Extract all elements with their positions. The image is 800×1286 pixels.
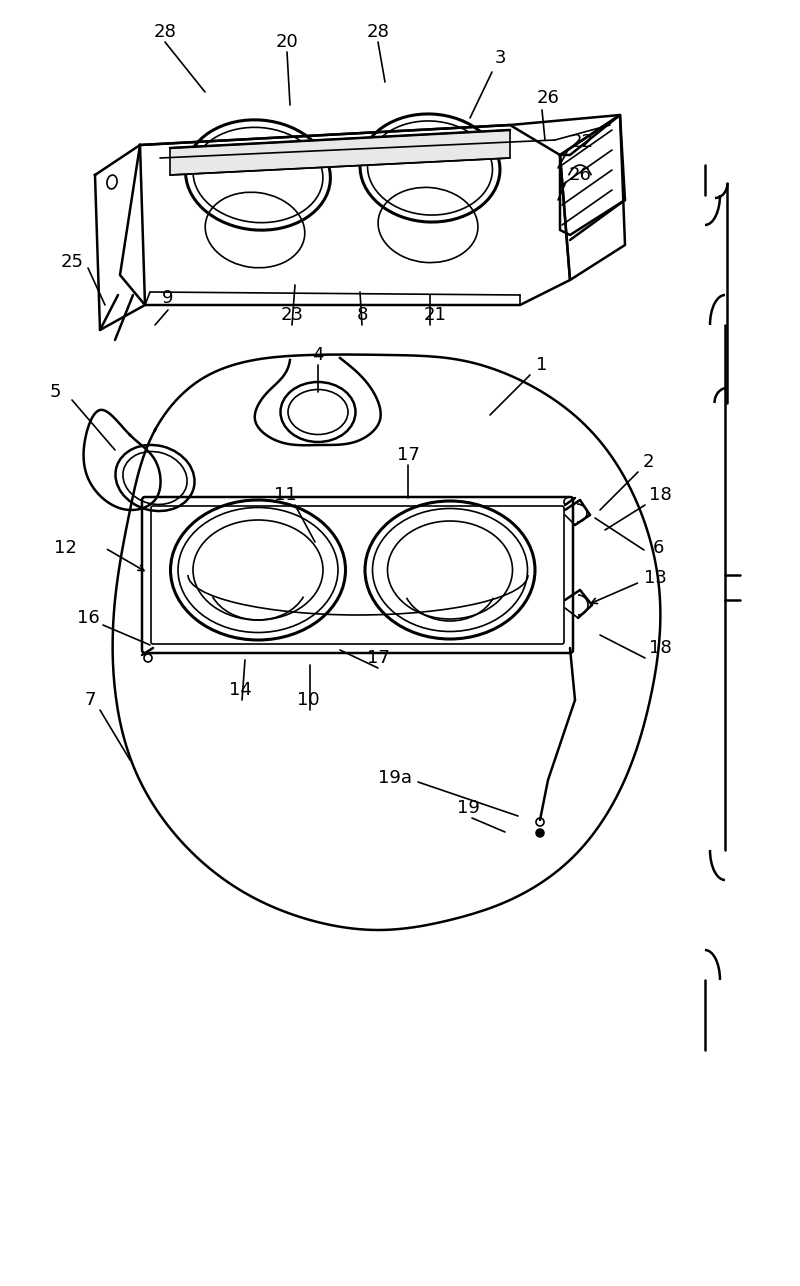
- Text: 12: 12: [54, 539, 77, 557]
- Text: 22: 22: [570, 132, 594, 150]
- Text: 11: 11: [274, 486, 296, 504]
- Ellipse shape: [537, 829, 543, 836]
- Text: 14: 14: [229, 682, 251, 700]
- Text: 17: 17: [397, 446, 419, 464]
- Text: 17: 17: [366, 649, 390, 667]
- Text: 13: 13: [643, 568, 666, 586]
- Text: 21: 21: [423, 306, 446, 324]
- Text: 19a: 19a: [378, 769, 412, 787]
- Text: 18: 18: [649, 639, 671, 657]
- Text: 10: 10: [297, 691, 319, 709]
- Text: 25: 25: [61, 253, 83, 271]
- Text: 6: 6: [652, 539, 664, 557]
- Polygon shape: [170, 130, 510, 175]
- Text: 9: 9: [162, 289, 174, 307]
- Text: 26: 26: [537, 89, 559, 107]
- Text: 3: 3: [494, 49, 506, 67]
- Text: 4: 4: [312, 346, 324, 364]
- Text: 8: 8: [356, 306, 368, 324]
- Text: 5: 5: [50, 383, 61, 401]
- Text: 20: 20: [276, 33, 298, 51]
- Text: 28: 28: [154, 23, 177, 41]
- Text: 7: 7: [84, 691, 96, 709]
- Text: 19: 19: [457, 799, 479, 817]
- Text: 23: 23: [281, 306, 303, 324]
- Text: 18: 18: [649, 486, 671, 504]
- Text: 2: 2: [642, 453, 654, 471]
- Text: 26: 26: [569, 166, 591, 184]
- Text: 1: 1: [536, 356, 548, 374]
- Text: 28: 28: [366, 23, 390, 41]
- Text: 16: 16: [77, 610, 99, 628]
